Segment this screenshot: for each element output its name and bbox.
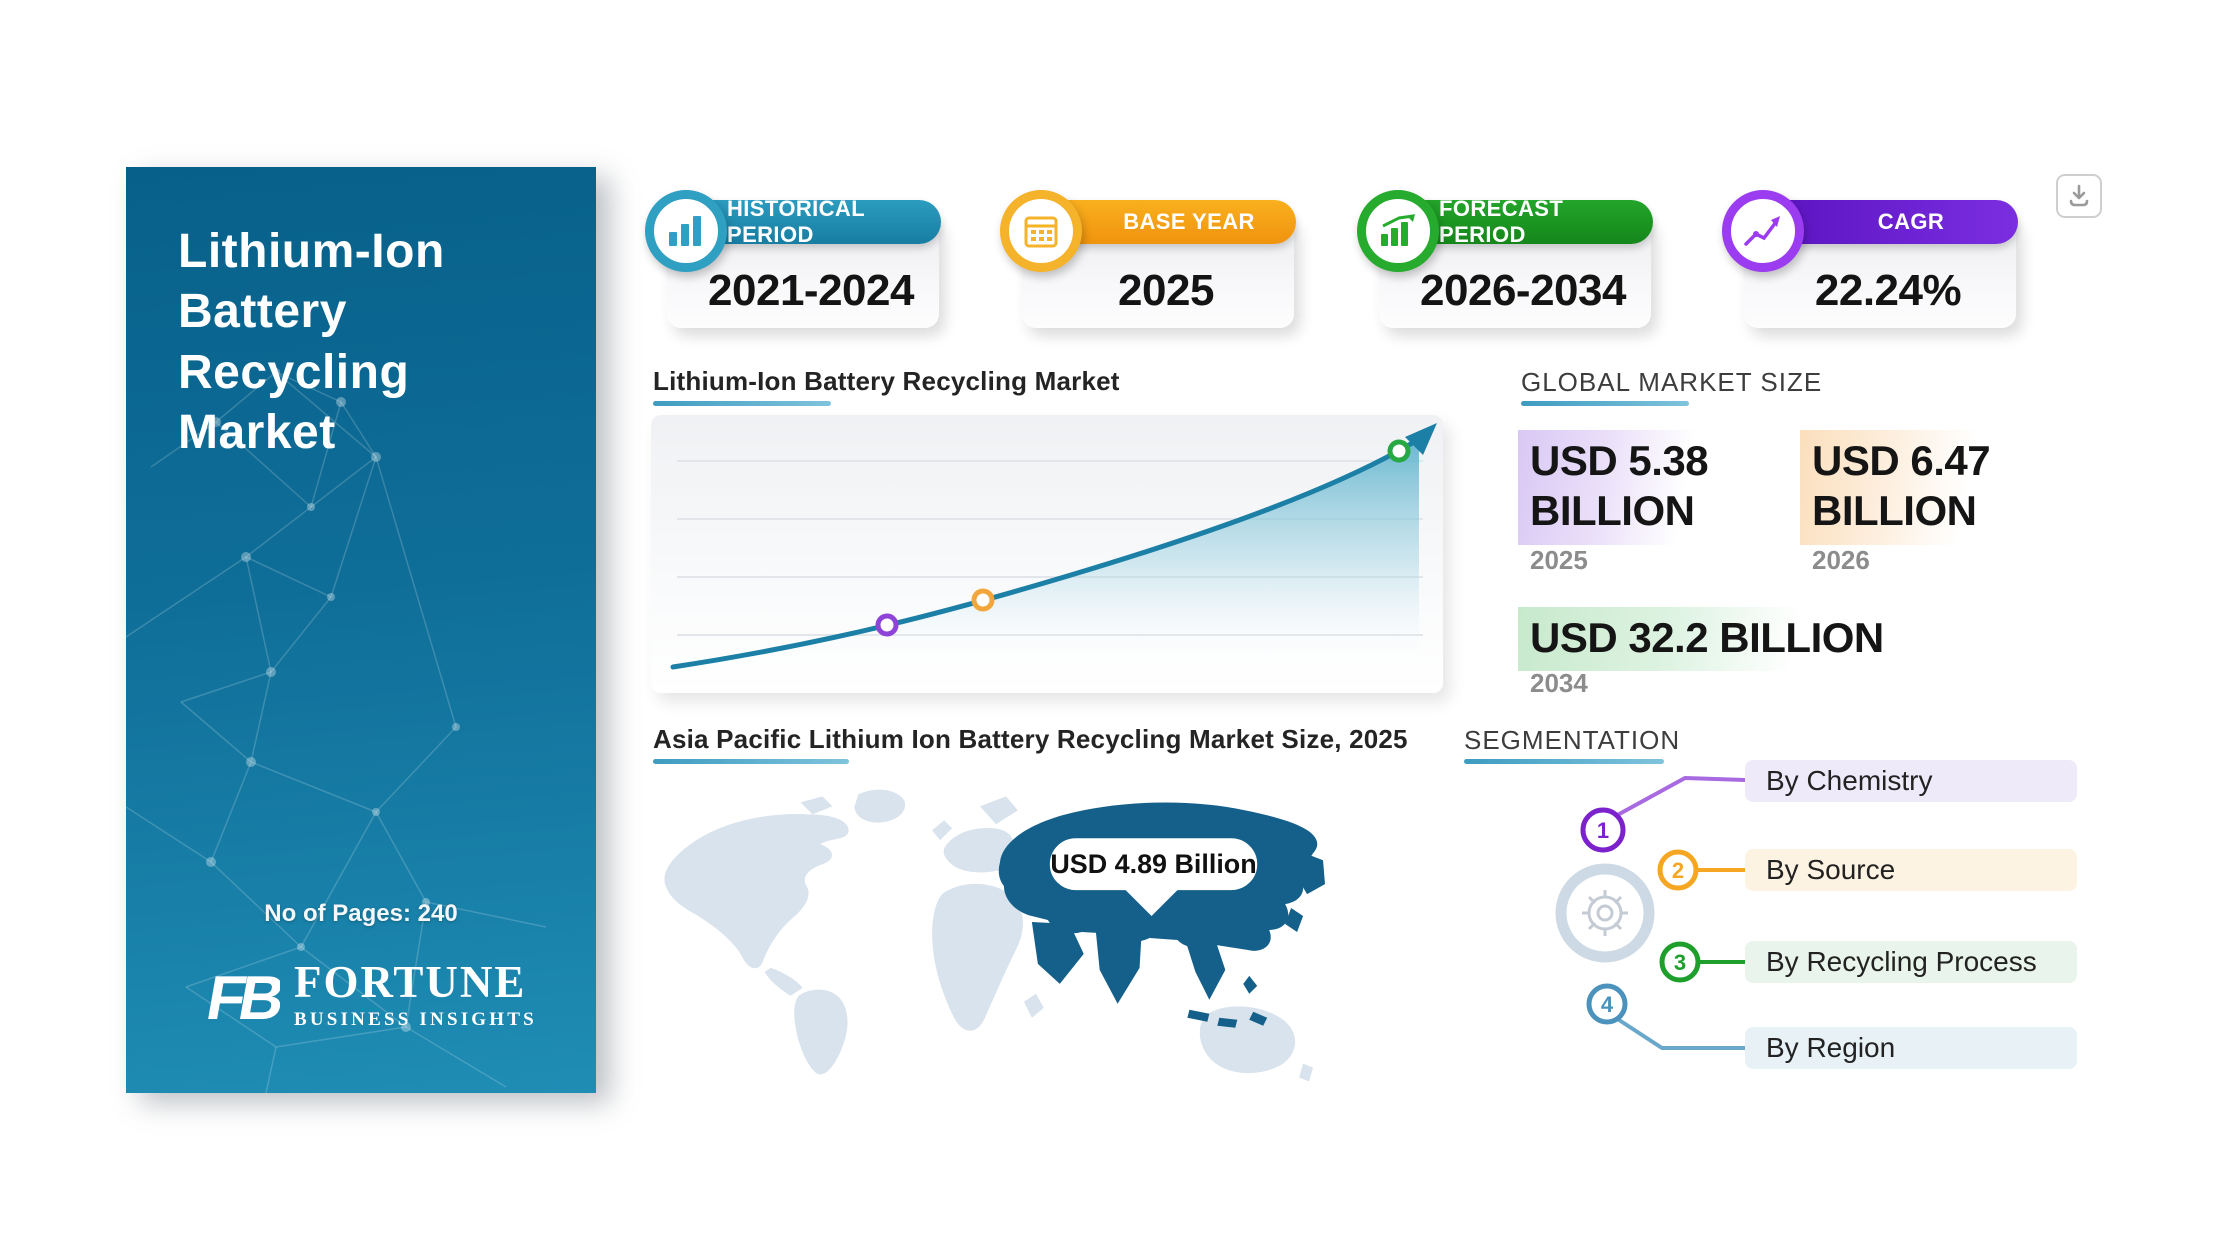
map-callout-value: USD 4.89 Billion <box>1050 849 1256 879</box>
trend-line-icon <box>1744 216 1780 246</box>
global-market-size-heading: GLOBAL MARKET SIZE <box>1521 367 1823 397</box>
report-title-line: Recycling <box>178 345 410 399</box>
download-icon <box>2069 184 2089 207</box>
node-4 <box>1586 983 1628 1025</box>
curve-arrowhead-icon <box>1405 423 1437 455</box>
segment-label-recycling: By Recycling Process <box>1766 946 2037 977</box>
map-callout: USD 4.89 Billion <box>1045 834 1262 930</box>
badge-value: 2025 <box>1118 266 1214 315</box>
segment-label-chemistry: By Chemistry <box>1766 765 1932 796</box>
segment-label-region: By Region <box>1766 1032 1895 1063</box>
world-map: USD 4.89 Billion <box>651 772 1329 1084</box>
stat-line: USD 32.2 BILLION <box>1530 614 1884 661</box>
pill-recycling <box>1745 941 2077 983</box>
segmentation-underline <box>1464 759 1664 764</box>
stat-line: USD 5.38 <box>1530 437 1709 484</box>
stat-2034-value: USD 32.2 BILLION <box>1518 607 1902 672</box>
badge-value: 2026-2034 <box>1420 266 1626 315</box>
badge-icon-circle <box>1000 190 1082 272</box>
report-title-line: Market <box>178 406 336 460</box>
connector-chemistry <box>1611 776 1746 820</box>
segmentation-diagram: By Chemistry By Source By Recycling Proc… <box>1450 760 2090 1090</box>
segment-pills: By Chemistry By Source By Recycling Proc… <box>1745 760 2077 1069</box>
chart-title: Lithium-Ion Battery Recycling Market <box>653 366 1120 396</box>
pill-source <box>1745 849 2077 891</box>
pill-chemistry <box>1745 760 2077 802</box>
stat-2026-year: 2026 <box>1812 545 1870 575</box>
network-pattern-decoration <box>126 368 547 1093</box>
marker-2034 <box>1387 439 1411 463</box>
segment-number-nodes: 1 2 3 4 <box>1580 807 1701 1025</box>
node-3 <box>1659 941 1701 983</box>
growth-chart-icon <box>1381 214 1415 246</box>
stat-line: USD 6.47 <box>1812 437 1991 484</box>
download-button[interactable] <box>2056 174 2102 218</box>
badge-cagr: CAGR 22.24% <box>1722 188 2022 330</box>
node-2-number: 2 <box>1672 858 1684 883</box>
global-market-size-underline <box>1521 401 1689 406</box>
badge-icon-circle <box>645 190 727 272</box>
calendar-icon <box>1024 216 1058 248</box>
report-title-line: Lithium-Ion <box>178 225 445 278</box>
area-chart <box>670 423 1437 670</box>
page-count: No of Pages: 240 <box>264 900 458 927</box>
segmentation-svg: By Chemistry By Source By Recycling Proc… <box>1555 760 2077 1069</box>
node-1-number: 1 <box>1597 818 1609 843</box>
stat-2025-year: 2025 <box>1530 545 1588 575</box>
connector-region <box>1614 1016 1745 1050</box>
stat-2025-value: USD 5.38 BILLION <box>1518 430 1727 545</box>
segmentation-hub <box>1555 863 1655 963</box>
logo-tagline: BUSINESS INSIGHTS <box>294 1008 537 1030</box>
hub-gear-icon <box>1582 890 1628 936</box>
continents-light <box>664 789 1314 1082</box>
node-2 <box>1657 849 1699 891</box>
badge-icon-circle <box>1357 190 1439 272</box>
sidebar: Lithium-Ion Battery Recycling Market No … <box>126 167 596 1093</box>
fb-monogram-text: FB <box>202 963 280 1032</box>
node-3-number: 3 <box>1674 950 1686 975</box>
stat-2026-value: USD 6.47 BILLION <box>1800 430 2009 545</box>
pill-region <box>1745 1027 2077 1069</box>
stat-line: BILLION <box>1812 487 1977 535</box>
logo-name: FORTUNE <box>294 956 527 1007</box>
badge-value: 2021-2024 <box>708 266 914 315</box>
node-4-number: 4 <box>1601 992 1614 1017</box>
badge-forecast-period: FORECAST PERIOD 2026-2034 <box>1357 188 1657 330</box>
chart-title-underline <box>653 401 831 406</box>
map-title: Asia Pacific Lithium Ion Battery Recycli… <box>653 724 1408 754</box>
segmentation-heading: SEGMENTATION <box>1464 725 1681 755</box>
logo-text: FORTUNE BUSINESS INSIGHTS <box>294 956 537 1031</box>
trend-curve <box>670 436 1422 670</box>
marker-2025 <box>875 613 899 637</box>
stat-line: BILLION <box>1530 487 1695 535</box>
badge-value: 22.24% <box>1814 266 1962 315</box>
marker-2026 <box>971 588 995 612</box>
fortune-business-insights-logo: FB FORTUNE BUSINESS INSIGHTS <box>194 957 537 1033</box>
segment-label-source: By Source <box>1766 854 1895 885</box>
report-title-line: Battery <box>178 285 347 339</box>
world-map-svg: USD 4.89 Billion <box>664 789 1326 1082</box>
badge-base-year: BASE YEAR 2025 <box>1000 188 1300 330</box>
market-growth-chart <box>651 415 1443 693</box>
area-fill <box>673 439 1419 667</box>
node-1 <box>1580 807 1626 853</box>
badge-historical-period: HISTORICAL PERIOD 2021-2024 <box>645 188 945 330</box>
fb-monogram-icon: FB <box>202 963 280 1032</box>
badge-icon-circle <box>1722 190 1804 272</box>
bar-chart-icon <box>669 216 701 246</box>
report-title: Lithium-Ion Battery Recycling Market <box>178 222 445 464</box>
stat-2034-year: 2034 <box>1530 668 1588 698</box>
map-title-underline <box>653 759 849 764</box>
